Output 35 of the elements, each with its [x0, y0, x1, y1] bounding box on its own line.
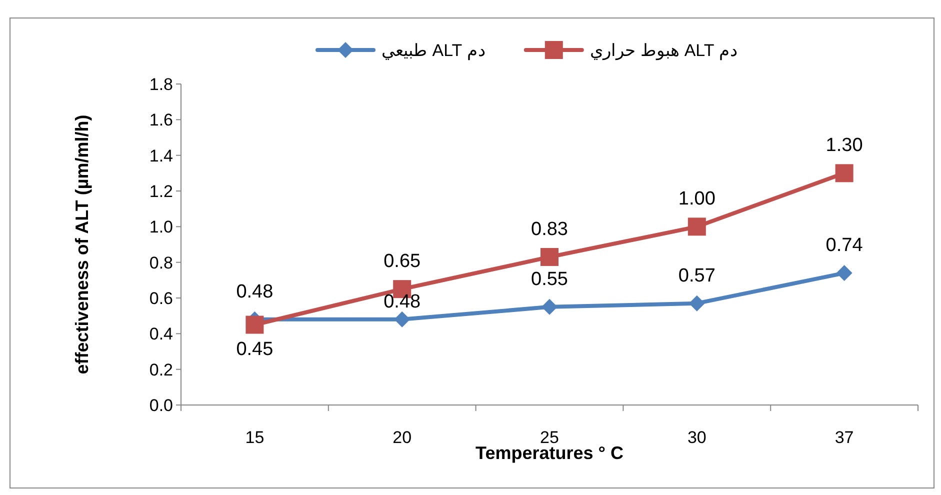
- data-label: 0.55: [531, 268, 568, 290]
- y-tick-label: 0.2: [149, 360, 173, 380]
- data-label: 1.30: [826, 135, 863, 156]
- data-label: 0.48: [384, 291, 421, 312]
- data-label: 0.48: [236, 281, 274, 302]
- point: [836, 265, 852, 282]
- data-label: 1.00: [678, 188, 716, 210]
- y-tick-label: 0.6: [149, 289, 173, 308]
- y-tick-label: 1.0: [149, 218, 173, 237]
- y-tick-label: 1.8: [149, 75, 173, 94]
- y-tick-label: 1.4: [149, 146, 173, 166]
- point: [542, 298, 558, 315]
- x-tick-label: 30: [687, 428, 706, 447]
- y-tick-label: 0.4: [149, 324, 173, 344]
- data-label: 0.74: [826, 235, 864, 256]
- y-tick-label: 1.2: [149, 182, 173, 201]
- point: [246, 316, 264, 334]
- point: [394, 311, 410, 328]
- x-tick-label: 15: [245, 428, 264, 447]
- y-axis-title: effectiveness of ALT (µm/ml/h): [72, 114, 92, 374]
- data-label: 0.65: [384, 251, 421, 272]
- x-tick-label: 37: [834, 428, 854, 447]
- point: [835, 164, 854, 182]
- y-tick-label: 0.8: [149, 253, 173, 272]
- legend-label: دم ALT هبوط حراري: [590, 41, 738, 61]
- x-tick-label: 20: [392, 428, 412, 447]
- data-label: 0.83: [531, 218, 568, 240]
- point: [540, 248, 558, 266]
- data-label: 0.45: [236, 338, 274, 360]
- y-tick-label: 0.0: [149, 396, 173, 415]
- point: [688, 218, 706, 236]
- data-label: 0.57: [678, 265, 716, 286]
- point: [688, 295, 705, 312]
- legend-label: دم ALT طبيعي: [382, 41, 486, 61]
- y-tick-label: 1.6: [149, 110, 173, 130]
